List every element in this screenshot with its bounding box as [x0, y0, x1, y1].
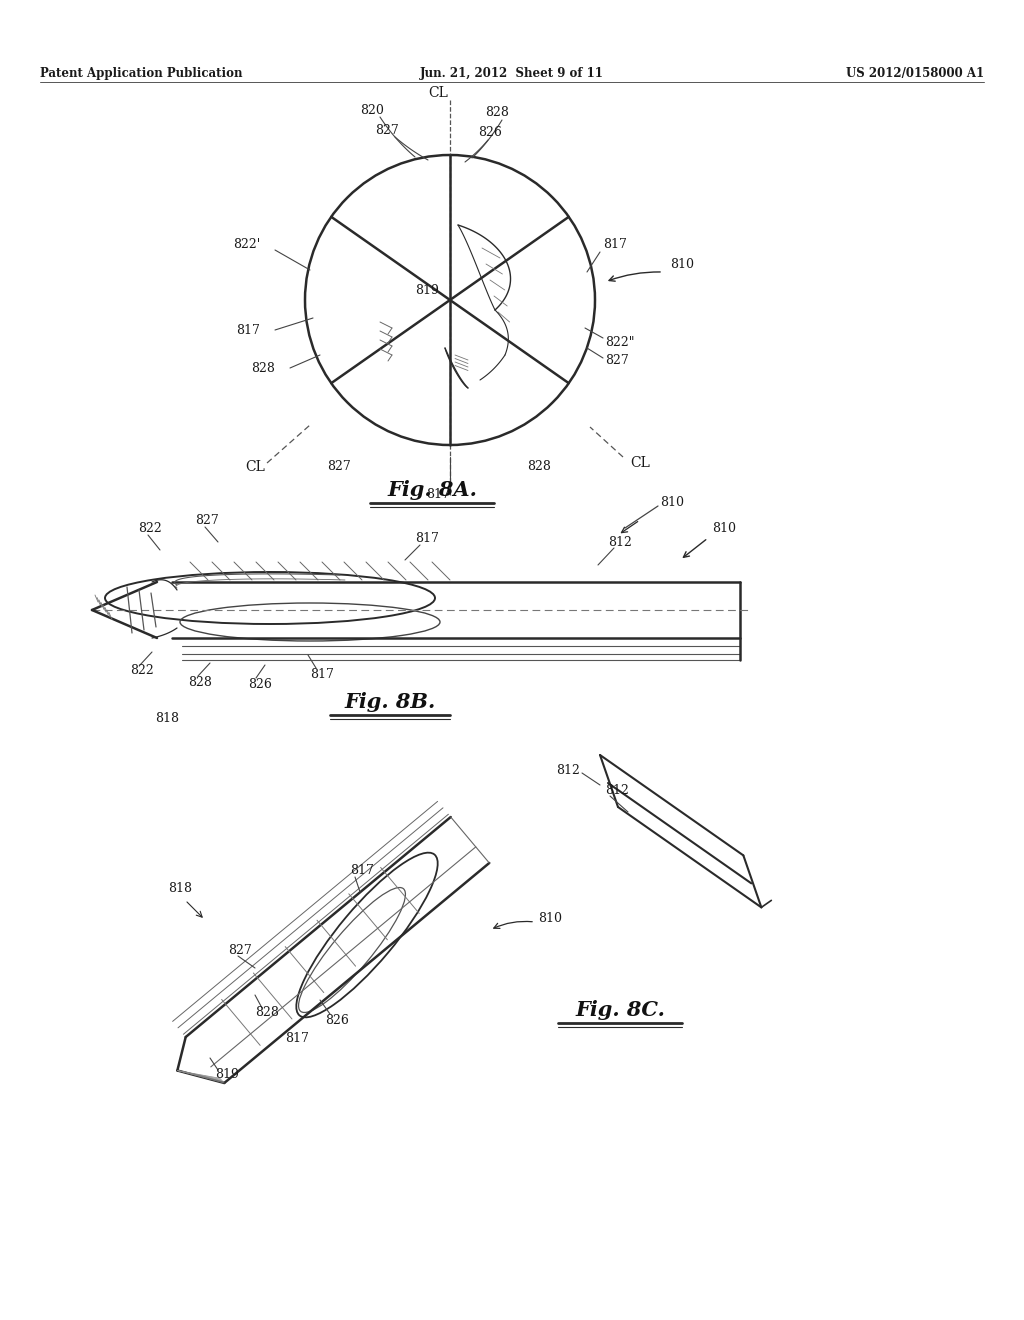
Text: 810: 810 — [538, 912, 562, 924]
Text: 817: 817 — [237, 323, 260, 337]
Text: Fig. 8B.: Fig. 8B. — [344, 692, 435, 711]
Text: Fig. 8A.: Fig. 8A. — [387, 480, 477, 500]
Text: CL: CL — [630, 455, 650, 470]
Text: 822: 822 — [130, 664, 154, 676]
Text: 819: 819 — [215, 1068, 239, 1081]
Text: 828: 828 — [251, 362, 275, 375]
Text: 822': 822' — [232, 239, 260, 252]
Text: 826: 826 — [248, 678, 272, 692]
Text: 812: 812 — [605, 784, 629, 796]
Text: 822": 822" — [605, 335, 635, 348]
Text: 827: 827 — [605, 354, 629, 367]
Text: 828: 828 — [485, 107, 509, 120]
Text: US 2012/0158000 A1: US 2012/0158000 A1 — [846, 66, 984, 79]
Text: 828: 828 — [527, 461, 551, 474]
Text: 826: 826 — [325, 1014, 349, 1027]
Text: 810: 810 — [660, 495, 684, 508]
Text: 817: 817 — [415, 532, 439, 544]
Text: 819: 819 — [415, 284, 439, 297]
Text: CL: CL — [245, 459, 265, 474]
Text: 817: 817 — [350, 863, 374, 876]
Text: 817: 817 — [310, 668, 334, 681]
Text: 820: 820 — [360, 103, 384, 116]
Text: 827: 827 — [195, 513, 219, 527]
Text: 827: 827 — [327, 461, 351, 474]
Text: CL: CL — [428, 86, 447, 100]
Text: Patent Application Publication: Patent Application Publication — [40, 66, 243, 79]
Text: 812: 812 — [608, 536, 632, 549]
Text: 810: 810 — [712, 521, 736, 535]
Text: 827: 827 — [228, 944, 252, 957]
Text: 817: 817 — [603, 239, 627, 252]
Text: Jun. 21, 2012  Sheet 9 of 11: Jun. 21, 2012 Sheet 9 of 11 — [420, 66, 604, 79]
Text: 818: 818 — [155, 711, 179, 725]
Text: 828: 828 — [255, 1006, 279, 1019]
Text: 826: 826 — [478, 127, 502, 140]
Text: Fig. 8C.: Fig. 8C. — [575, 1001, 665, 1020]
Text: 810: 810 — [670, 259, 694, 272]
Text: 817: 817 — [285, 1031, 309, 1044]
Text: 818: 818 — [168, 882, 193, 895]
Text: 822: 822 — [138, 521, 162, 535]
Text: 812: 812 — [556, 763, 580, 776]
Text: 817: 817 — [426, 488, 450, 502]
Text: 828: 828 — [188, 676, 212, 689]
Text: 827: 827 — [375, 124, 398, 136]
